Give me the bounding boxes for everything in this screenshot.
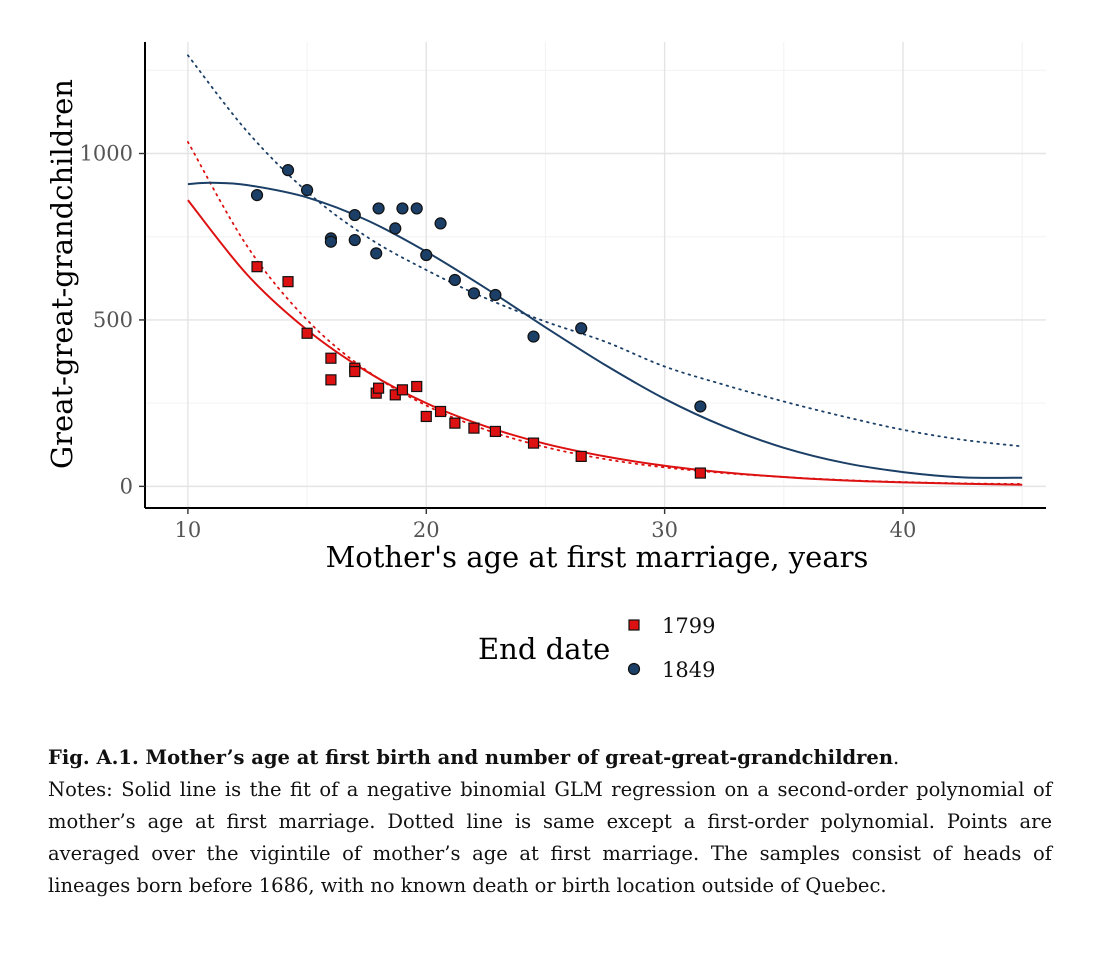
point-1799 bbox=[694, 467, 706, 479]
point-1799 bbox=[301, 327, 313, 339]
point-1849 bbox=[281, 164, 295, 177]
legend-key-1849 bbox=[627, 662, 641, 676]
caption-title: Fig. A.1. Mother’s age at first birth an… bbox=[48, 742, 1052, 774]
point-1849 bbox=[694, 400, 707, 413]
point-1799 bbox=[434, 405, 447, 418]
caption-title-end: . bbox=[893, 746, 900, 769]
y-tick-label: 0 bbox=[120, 474, 133, 498]
point-1799 bbox=[325, 352, 337, 364]
legend-label-1849: 1849 bbox=[662, 658, 715, 682]
point-1799 bbox=[489, 425, 501, 438]
tick-labels: 10 20 30 40 0 500 1000 bbox=[80, 142, 917, 542]
y-tick-label: 1000 bbox=[80, 142, 133, 166]
x-tick-label: 20 bbox=[413, 518, 440, 542]
point-1849 bbox=[372, 202, 385, 215]
point-1849 bbox=[527, 330, 540, 343]
point-1849 bbox=[434, 217, 447, 230]
x-tick-label: 30 bbox=[651, 518, 678, 542]
point-1799 bbox=[325, 374, 337, 386]
legend-label-1799: 1799 bbox=[662, 614, 715, 638]
figure-caption: Fig. A.1. Mother’s age at first birth an… bbox=[48, 742, 1052, 902]
y-tick-label: 500 bbox=[93, 308, 133, 332]
caption-notes: Notes: Solid line is the fit of a negati… bbox=[48, 778, 1052, 897]
point-1799 bbox=[449, 417, 461, 429]
point-1799 bbox=[575, 450, 587, 463]
fit-dotted-1849 bbox=[187, 54, 1024, 448]
point-1799 bbox=[282, 276, 294, 288]
y-axis-title: Great-great-grandchildren bbox=[45, 79, 79, 469]
point-1849 bbox=[396, 202, 409, 215]
fit-lines bbox=[187, 54, 1024, 486]
point-1849 bbox=[410, 202, 423, 215]
x-tick-label: 40 bbox=[890, 518, 917, 542]
legend-title: End date bbox=[478, 632, 610, 666]
point-1849 bbox=[448, 273, 461, 287]
point-1849 bbox=[300, 184, 314, 197]
point-1849 bbox=[420, 248, 433, 262]
point-1849 bbox=[389, 222, 402, 235]
caption-title-text: Fig. A.1. Mother’s age at first birth an… bbox=[48, 746, 893, 769]
point-1849 bbox=[467, 287, 481, 300]
fit-dotted-1799 bbox=[187, 141, 1024, 485]
point-1799 bbox=[251, 261, 263, 273]
point-1849 bbox=[489, 288, 502, 302]
point-1849 bbox=[250, 189, 264, 202]
point-1849 bbox=[575, 322, 588, 335]
fit-solid-1849 bbox=[187, 181, 1023, 479]
point-1849 bbox=[370, 247, 383, 260]
fit-solid-1799 bbox=[187, 199, 1023, 486]
point-1799 bbox=[468, 422, 480, 434]
point-1799 bbox=[372, 382, 385, 394]
point-1799 bbox=[527, 437, 540, 449]
point-1799 bbox=[349, 365, 361, 378]
x-tick-label: 10 bbox=[175, 518, 202, 542]
x-axis-title: Mother's age at first marriage, years bbox=[326, 540, 869, 574]
point-1799 bbox=[396, 384, 409, 396]
point-1849 bbox=[348, 208, 361, 222]
chart-area: 10 20 30 40 0 500 1000 Mother's age at first m… bbox=[45, 42, 1046, 682]
legend-key-1799 bbox=[628, 619, 640, 631]
point-1849 bbox=[348, 233, 361, 247]
axes bbox=[144, 42, 1046, 509]
grid-lines bbox=[145, 42, 1046, 508]
point-1799 bbox=[420, 410, 432, 423]
point-1849 bbox=[324, 235, 338, 248]
point-1799 bbox=[411, 380, 423, 393]
data-points bbox=[250, 164, 707, 479]
legend: End date 1799 1849 bbox=[478, 614, 715, 682]
